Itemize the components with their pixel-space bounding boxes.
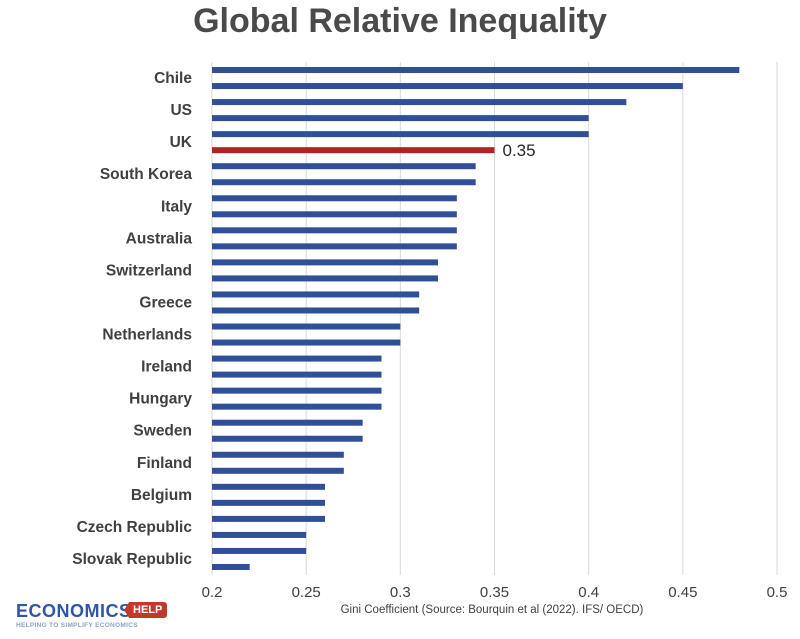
bar	[212, 67, 740, 74]
category-label: Australia	[126, 230, 193, 247]
category-label: Slovak Republic	[72, 551, 192, 568]
bar	[212, 307, 420, 314]
bar	[212, 323, 401, 330]
bar	[212, 499, 325, 506]
x-tick-label: 0.45	[668, 584, 697, 601]
bar	[212, 131, 589, 138]
bar	[212, 227, 457, 234]
bar	[212, 403, 382, 410]
category-labels: Chile US UK 0.35 South Korea Italy Australia Sw…	[72, 70, 535, 568]
bar	[212, 435, 363, 442]
bar	[212, 195, 457, 202]
x-tick-label: 0.35	[480, 584, 509, 601]
bar	[212, 387, 382, 394]
logo-tagline: HELPING TO SIMPLIFY ECONOMICS	[16, 622, 138, 629]
bar	[212, 163, 476, 170]
x-tick-label: 0.25	[292, 584, 321, 601]
category-label: Hungary	[129, 391, 192, 408]
category-label: Belgium	[131, 487, 192, 504]
logo-main-text: ECONOMICS	[16, 601, 132, 621]
bar	[212, 275, 438, 282]
bar	[212, 243, 457, 250]
bar	[212, 339, 401, 346]
category-label: Netherlands	[102, 327, 192, 344]
x-tick-label: 0.2	[202, 584, 223, 601]
bars	[212, 67, 740, 570]
category-label: Greece	[139, 294, 192, 311]
bar-highlight	[212, 147, 495, 154]
x-axis-label: Gini Coefficient (Source: Bourquin et al…	[341, 604, 644, 616]
grid-lines	[211, 62, 778, 575]
bar	[212, 467, 344, 474]
x-tick-label: 0.5	[767, 584, 788, 601]
chart-title: Global Relative Inequality	[193, 2, 607, 40]
category-label: UK	[170, 134, 193, 151]
category-label: Czech Republic	[77, 519, 193, 536]
bar	[212, 211, 457, 218]
category-label: US	[170, 102, 192, 119]
bar	[212, 99, 627, 106]
bar	[212, 259, 438, 266]
bar	[212, 179, 476, 186]
bar	[212, 355, 382, 362]
bar	[212, 563, 250, 570]
bar	[212, 419, 363, 426]
category-label: Ireland	[141, 359, 192, 376]
category-label: Chile	[154, 70, 192, 87]
category-label: Finland	[137, 455, 192, 472]
bar	[212, 291, 420, 298]
x-tick-label: 0.3	[390, 584, 411, 601]
data-label: 0.35	[503, 141, 536, 160]
bar	[212, 115, 589, 122]
x-tick-labels: 0.2 0.25 0.3 0.35 0.4 0.45 0.5	[202, 584, 788, 601]
bar	[212, 483, 325, 490]
x-tick-label: 0.4	[578, 584, 599, 601]
logo-badge: HELP	[124, 602, 168, 618]
bar	[212, 371, 382, 378]
economics-help-logo: ECONOMICS HELP HELPING TO SIMPLIFY ECONO…	[16, 601, 168, 637]
bar	[212, 83, 683, 90]
bar	[212, 531, 307, 538]
category-label: Sweden	[133, 423, 192, 440]
category-label: Switzerland	[106, 262, 192, 279]
bar	[212, 451, 344, 458]
category-label: Italy	[161, 198, 192, 215]
category-label: South Korea	[100, 166, 193, 183]
bar	[212, 515, 325, 522]
bar	[212, 547, 307, 554]
